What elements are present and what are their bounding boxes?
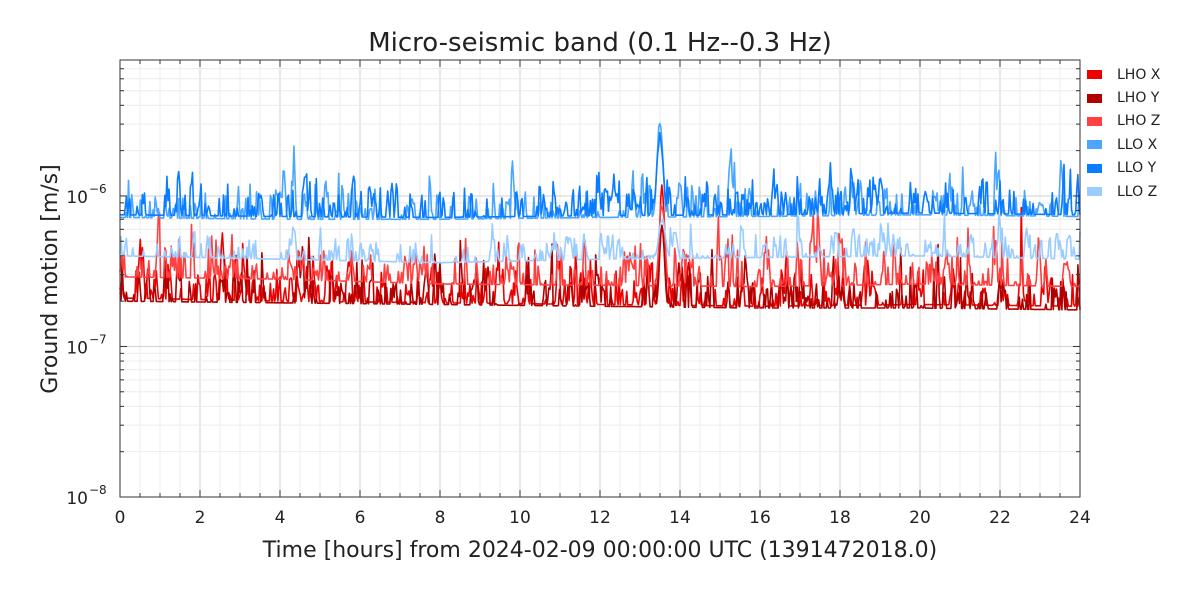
y-axis-label: Ground motion [m/s] — [38, 164, 63, 393]
x-tick-label: 22 — [989, 508, 1011, 528]
legend-swatch — [1087, 116, 1102, 126]
legend-label: LLO Y — [1117, 160, 1157, 177]
x-tick-label: 12 — [589, 508, 611, 528]
chart-title: Micro-seismic band (0.1 Hz--0.3 Hz) — [368, 28, 832, 58]
x-tick-label: 6 — [355, 508, 366, 528]
x-tick-label: 16 — [749, 508, 771, 528]
x-axis-label: Time [hours] from 2024-02-09 00:00:00 UT… — [262, 538, 937, 563]
series-line-lho-z — [119, 204, 1081, 288]
series-layer — [119, 122, 1081, 311]
y-tick-exponent: −8 — [89, 483, 107, 497]
legend-label: LHO Z — [1117, 113, 1161, 130]
legend-swatch — [1087, 93, 1102, 103]
legend-label: LLO Z — [1117, 183, 1158, 200]
legend-item: LHO Z — [1087, 110, 1197, 133]
x-tick-label: 18 — [829, 508, 851, 528]
x-tick-label: 14 — [669, 508, 691, 528]
x-tick-label: 24 — [1069, 508, 1091, 528]
legend-item: LLO X — [1087, 133, 1197, 156]
y-tick-label: 10 — [66, 188, 88, 208]
x-tick-label: 20 — [909, 508, 931, 528]
x-tick-label: 8 — [435, 508, 446, 528]
series-line-lho-x — [119, 184, 1081, 307]
legend-item: LLO Y — [1087, 157, 1197, 180]
y-tick-exponent: −6 — [89, 182, 107, 196]
legend-swatch — [1087, 70, 1102, 80]
y-tick-exponent: −7 — [89, 332, 107, 346]
y-tick-label: 10 — [66, 338, 88, 358]
x-tick-label: 0 — [115, 508, 126, 528]
legend-label: LHO Y — [1117, 90, 1160, 107]
y-tick-label: 10 — [66, 489, 88, 509]
x-tick-label: 2 — [195, 508, 206, 528]
legend-swatch — [1087, 163, 1102, 173]
x-tick-label: 10 — [509, 508, 531, 528]
legend-swatch — [1087, 187, 1102, 197]
legend-item: LHO Y — [1087, 86, 1197, 109]
series-line-llo-x — [120, 122, 1081, 221]
series-line-llo-z — [119, 213, 1081, 264]
legend-item: LHO X — [1087, 63, 1197, 86]
legend-swatch — [1087, 140, 1102, 150]
legend-item: LLO Z — [1087, 180, 1197, 203]
x-tick-label: 4 — [275, 508, 286, 528]
series-line-llo-y — [119, 132, 1081, 219]
legend-label: LHO X — [1117, 66, 1161, 83]
legend-label: LLO X — [1117, 136, 1158, 153]
legend: LHO X LHO Y LHO Z LLO X LLO Y LLO Z — [1087, 63, 1197, 203]
